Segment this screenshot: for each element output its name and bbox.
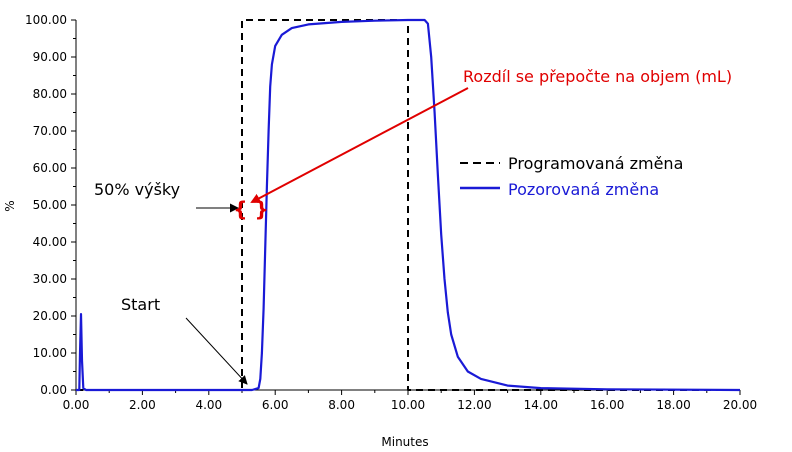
series-line-observed — [76, 18, 741, 392]
y-tick-label: 90.00 — [33, 50, 67, 64]
annotation-half-height: 50% výšky — [94, 180, 180, 199]
x-tick-label: 2.00 — [129, 398, 156, 412]
x-axis-label: Minutes — [381, 435, 428, 449]
y-tick-label: 30.00 — [33, 272, 67, 286]
legend-label-observed: Pozorovaná změna — [508, 180, 659, 199]
legend-label-programmed: Programovaná změna — [508, 154, 683, 173]
y-tick-label: 20.00 — [33, 309, 67, 323]
annotations: Rozdíl se přepočte na objem (mL) 50% výš… — [94, 67, 732, 385]
y-tick-label: 60.00 — [33, 161, 67, 175]
x-tick-label: 18.00 — [656, 398, 690, 412]
x-tick-label: 10.00 — [391, 398, 425, 412]
y-tick-label: 0.00 — [40, 383, 67, 397]
y-tick-label: 70.00 — [33, 124, 67, 138]
annotation-start-arrow — [185, 317, 248, 385]
x-tick-label: 14.00 — [524, 398, 558, 412]
y-tick-label: 80.00 — [33, 87, 67, 101]
x-axis-ticks: 0.00 2.00 4.00 6.00 8.00 10.00 12.00 14.00 16.00… — [63, 390, 757, 412]
x-tick-label: 20.00 — [723, 398, 757, 412]
series-group — [76, 18, 741, 392]
annotation-bracket: { } — [233, 197, 268, 221]
x-tick-label: 6.00 — [262, 398, 289, 412]
x-tick-label: 0.00 — [63, 398, 90, 412]
y-tick-label: 50.00 — [33, 198, 67, 212]
y-tick-label: 40.00 — [33, 235, 67, 249]
y-axis-label: % — [3, 200, 17, 211]
annotation-volume-arrow — [250, 87, 469, 203]
x-tick-label: 16.00 — [590, 398, 624, 412]
legend: Programovaná změna Pozorovaná změna — [460, 154, 683, 199]
y-axis-ticks: 0.00 10.00 20.00 30.00 40.00 50.00 60.00 70.00 8… — [25, 13, 76, 397]
y-tick-label: 10.00 — [33, 346, 67, 360]
x-tick-label: 4.00 — [195, 398, 222, 412]
x-tick-label: 12.00 — [457, 398, 491, 412]
annotation-start: Start — [121, 295, 160, 314]
y-tick-label: 100.00 — [25, 13, 67, 27]
annotation-volume-note: Rozdíl se přepočte na objem (mL) — [463, 67, 732, 86]
x-tick-label: 8.00 — [328, 398, 355, 412]
